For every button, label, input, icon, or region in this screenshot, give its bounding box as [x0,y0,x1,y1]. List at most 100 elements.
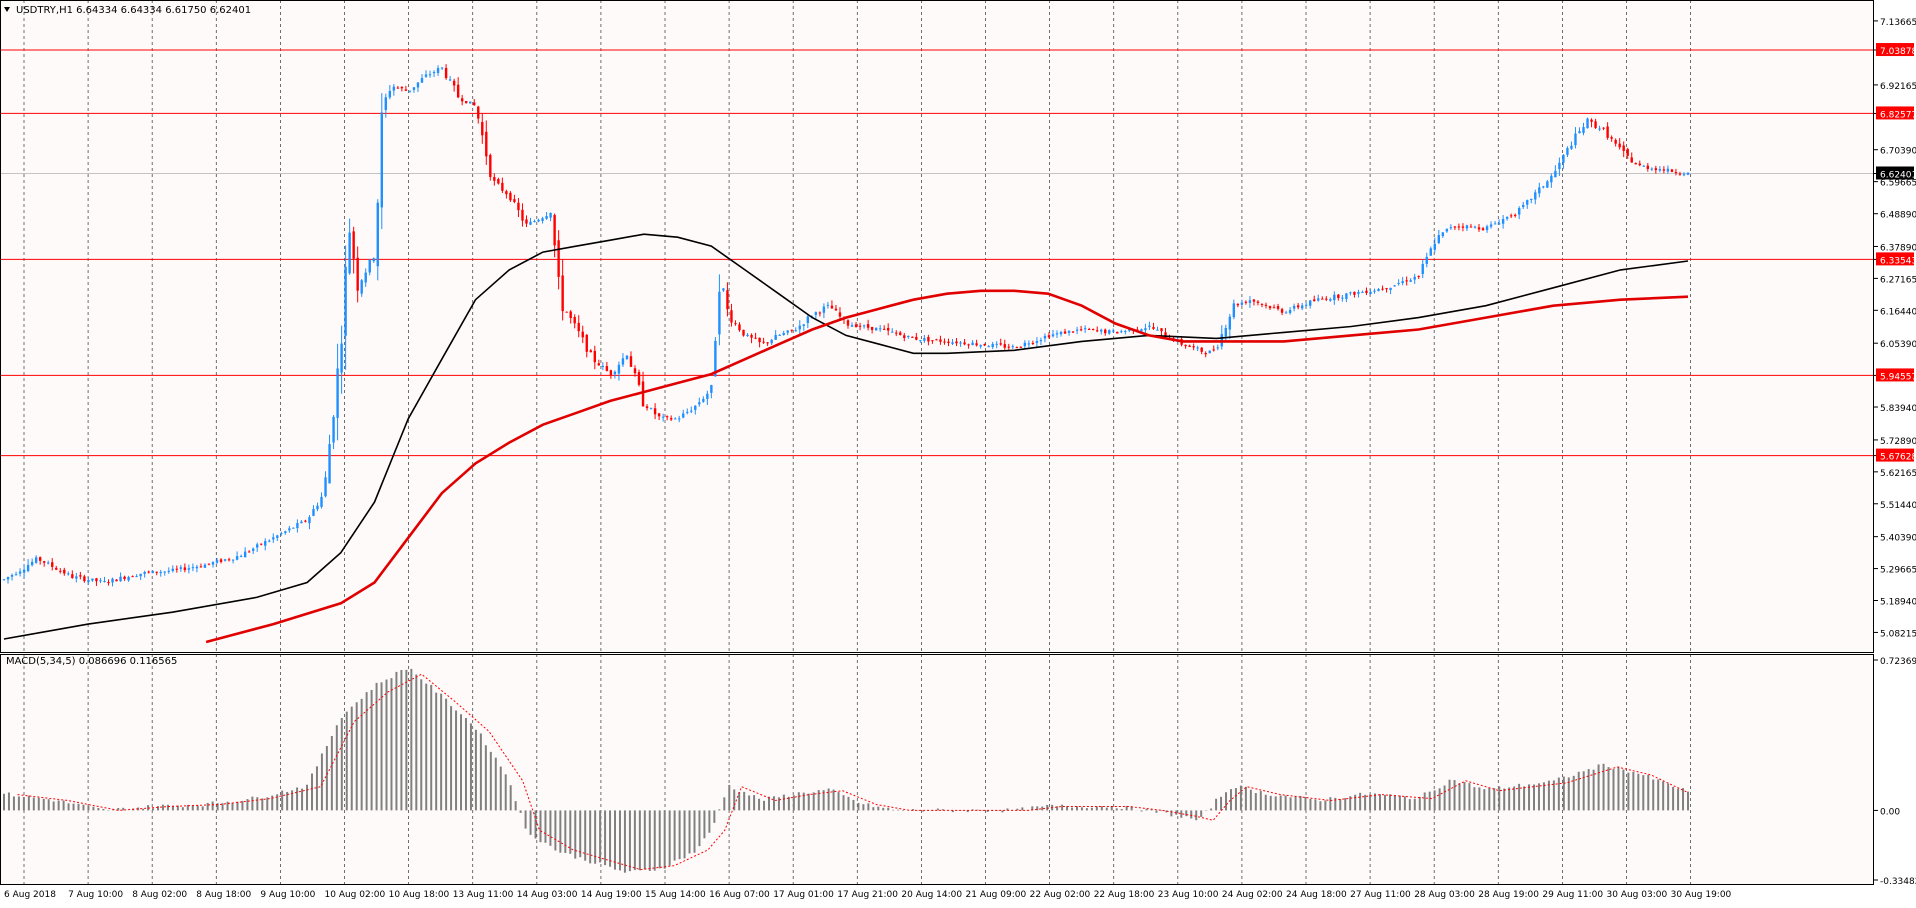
candle-up [268,540,271,542]
candle-up [1546,181,1549,188]
candle-down [935,339,938,341]
candle-up [798,325,801,330]
candle-down [738,324,741,331]
candle-up [1530,199,1533,201]
candle-up [678,418,681,420]
candle-down [1622,145,1625,151]
candle-up [6,576,10,580]
candle-up [276,535,279,538]
candle-up [806,316,810,323]
time-axis-label: 28 Aug 19:00 [1478,890,1539,900]
candle-down [854,324,858,327]
candle-down [485,131,488,157]
candle-down [460,98,464,102]
candle-down [947,341,950,344]
candle-up [243,551,247,558]
candle-up [1558,162,1561,170]
candle-down [750,334,753,338]
candle-down [1192,346,1195,348]
price-tick-label: 5.29665 [1880,566,1916,576]
candle-down [669,418,673,420]
candle-down [247,551,251,553]
candle-up [1429,248,1432,256]
candle-down [304,520,307,522]
time-axis-label: 15 Aug 14:00 [645,890,706,900]
current-price-label: 6.62401 [1880,170,1916,180]
candle-down [1646,165,1650,169]
candle-up [22,569,26,573]
candle-down [1260,303,1264,305]
candle-up [1369,291,1372,294]
candle-up [959,342,962,344]
candle-down [521,209,524,221]
candle-down [581,331,584,338]
candle-up [987,346,990,348]
candle-up [1682,174,1686,176]
candle-down [870,326,874,330]
time-axis-label: 27 Aug 11:00 [1350,890,1411,900]
candle-down [1481,228,1485,231]
candle-up [203,564,207,568]
time-axis-label: 8 Aug 18:00 [196,890,251,900]
candle-down [1188,345,1191,348]
candle-up [1586,118,1589,129]
level-price-label-bg [1876,43,1914,57]
candle-down [593,350,597,363]
candle-up [1329,299,1332,301]
candle-up [284,531,287,534]
candle-up [1224,328,1228,337]
candle-down [115,579,118,582]
candle-down [830,305,834,309]
candle-up [1373,290,1376,292]
candle-up [1493,223,1497,225]
candle-up [18,571,22,574]
level-price-label: 6.82577 [1880,110,1916,120]
candle-down [846,320,850,326]
dropdown-triangle-icon[interactable] [4,7,10,12]
candle-down [1674,172,1678,174]
macd-panel-background [0,652,1874,884]
candle-up [1401,281,1404,284]
candle-down [1071,331,1075,333]
candle-down [915,336,918,340]
candle-up [424,74,428,77]
candle-up [613,371,617,375]
candle-up [288,528,291,531]
candle-down [352,231,355,259]
candle-down [497,179,500,184]
candle-up [1232,303,1236,318]
candle-up [1284,312,1288,314]
candle-down [577,322,580,332]
candle-down [1313,299,1316,302]
candle-down [1630,157,1633,163]
candle-up [814,312,818,315]
candle-down [1047,335,1051,338]
candle-up [1437,235,1441,244]
candle-up [1489,224,1493,227]
candle-up [1051,334,1055,337]
candle-up [1433,243,1436,250]
candle-down [1007,346,1010,348]
candle-down [1015,347,1019,349]
candle-up [1393,285,1396,287]
candle-down [513,199,516,202]
candle-up [1598,128,1601,130]
level-price-label: 6.33543 [1880,256,1916,266]
time-axis-label: 17 Aug 21:00 [837,890,898,900]
candle-up [1582,127,1585,133]
candle-up [1562,154,1565,163]
candle-down [637,372,641,385]
candle-down [1590,119,1593,122]
candle-down [396,87,400,89]
candle-up [714,340,717,377]
time-axis-label: 10 Aug 18:00 [389,890,450,900]
candle-up [34,557,38,563]
candle-up [328,444,331,484]
candle-up [272,537,275,540]
candle-down [123,576,126,580]
candle-up [75,576,78,579]
candle-up [163,571,166,573]
candle-down [766,342,769,344]
candle-up [1574,133,1577,146]
